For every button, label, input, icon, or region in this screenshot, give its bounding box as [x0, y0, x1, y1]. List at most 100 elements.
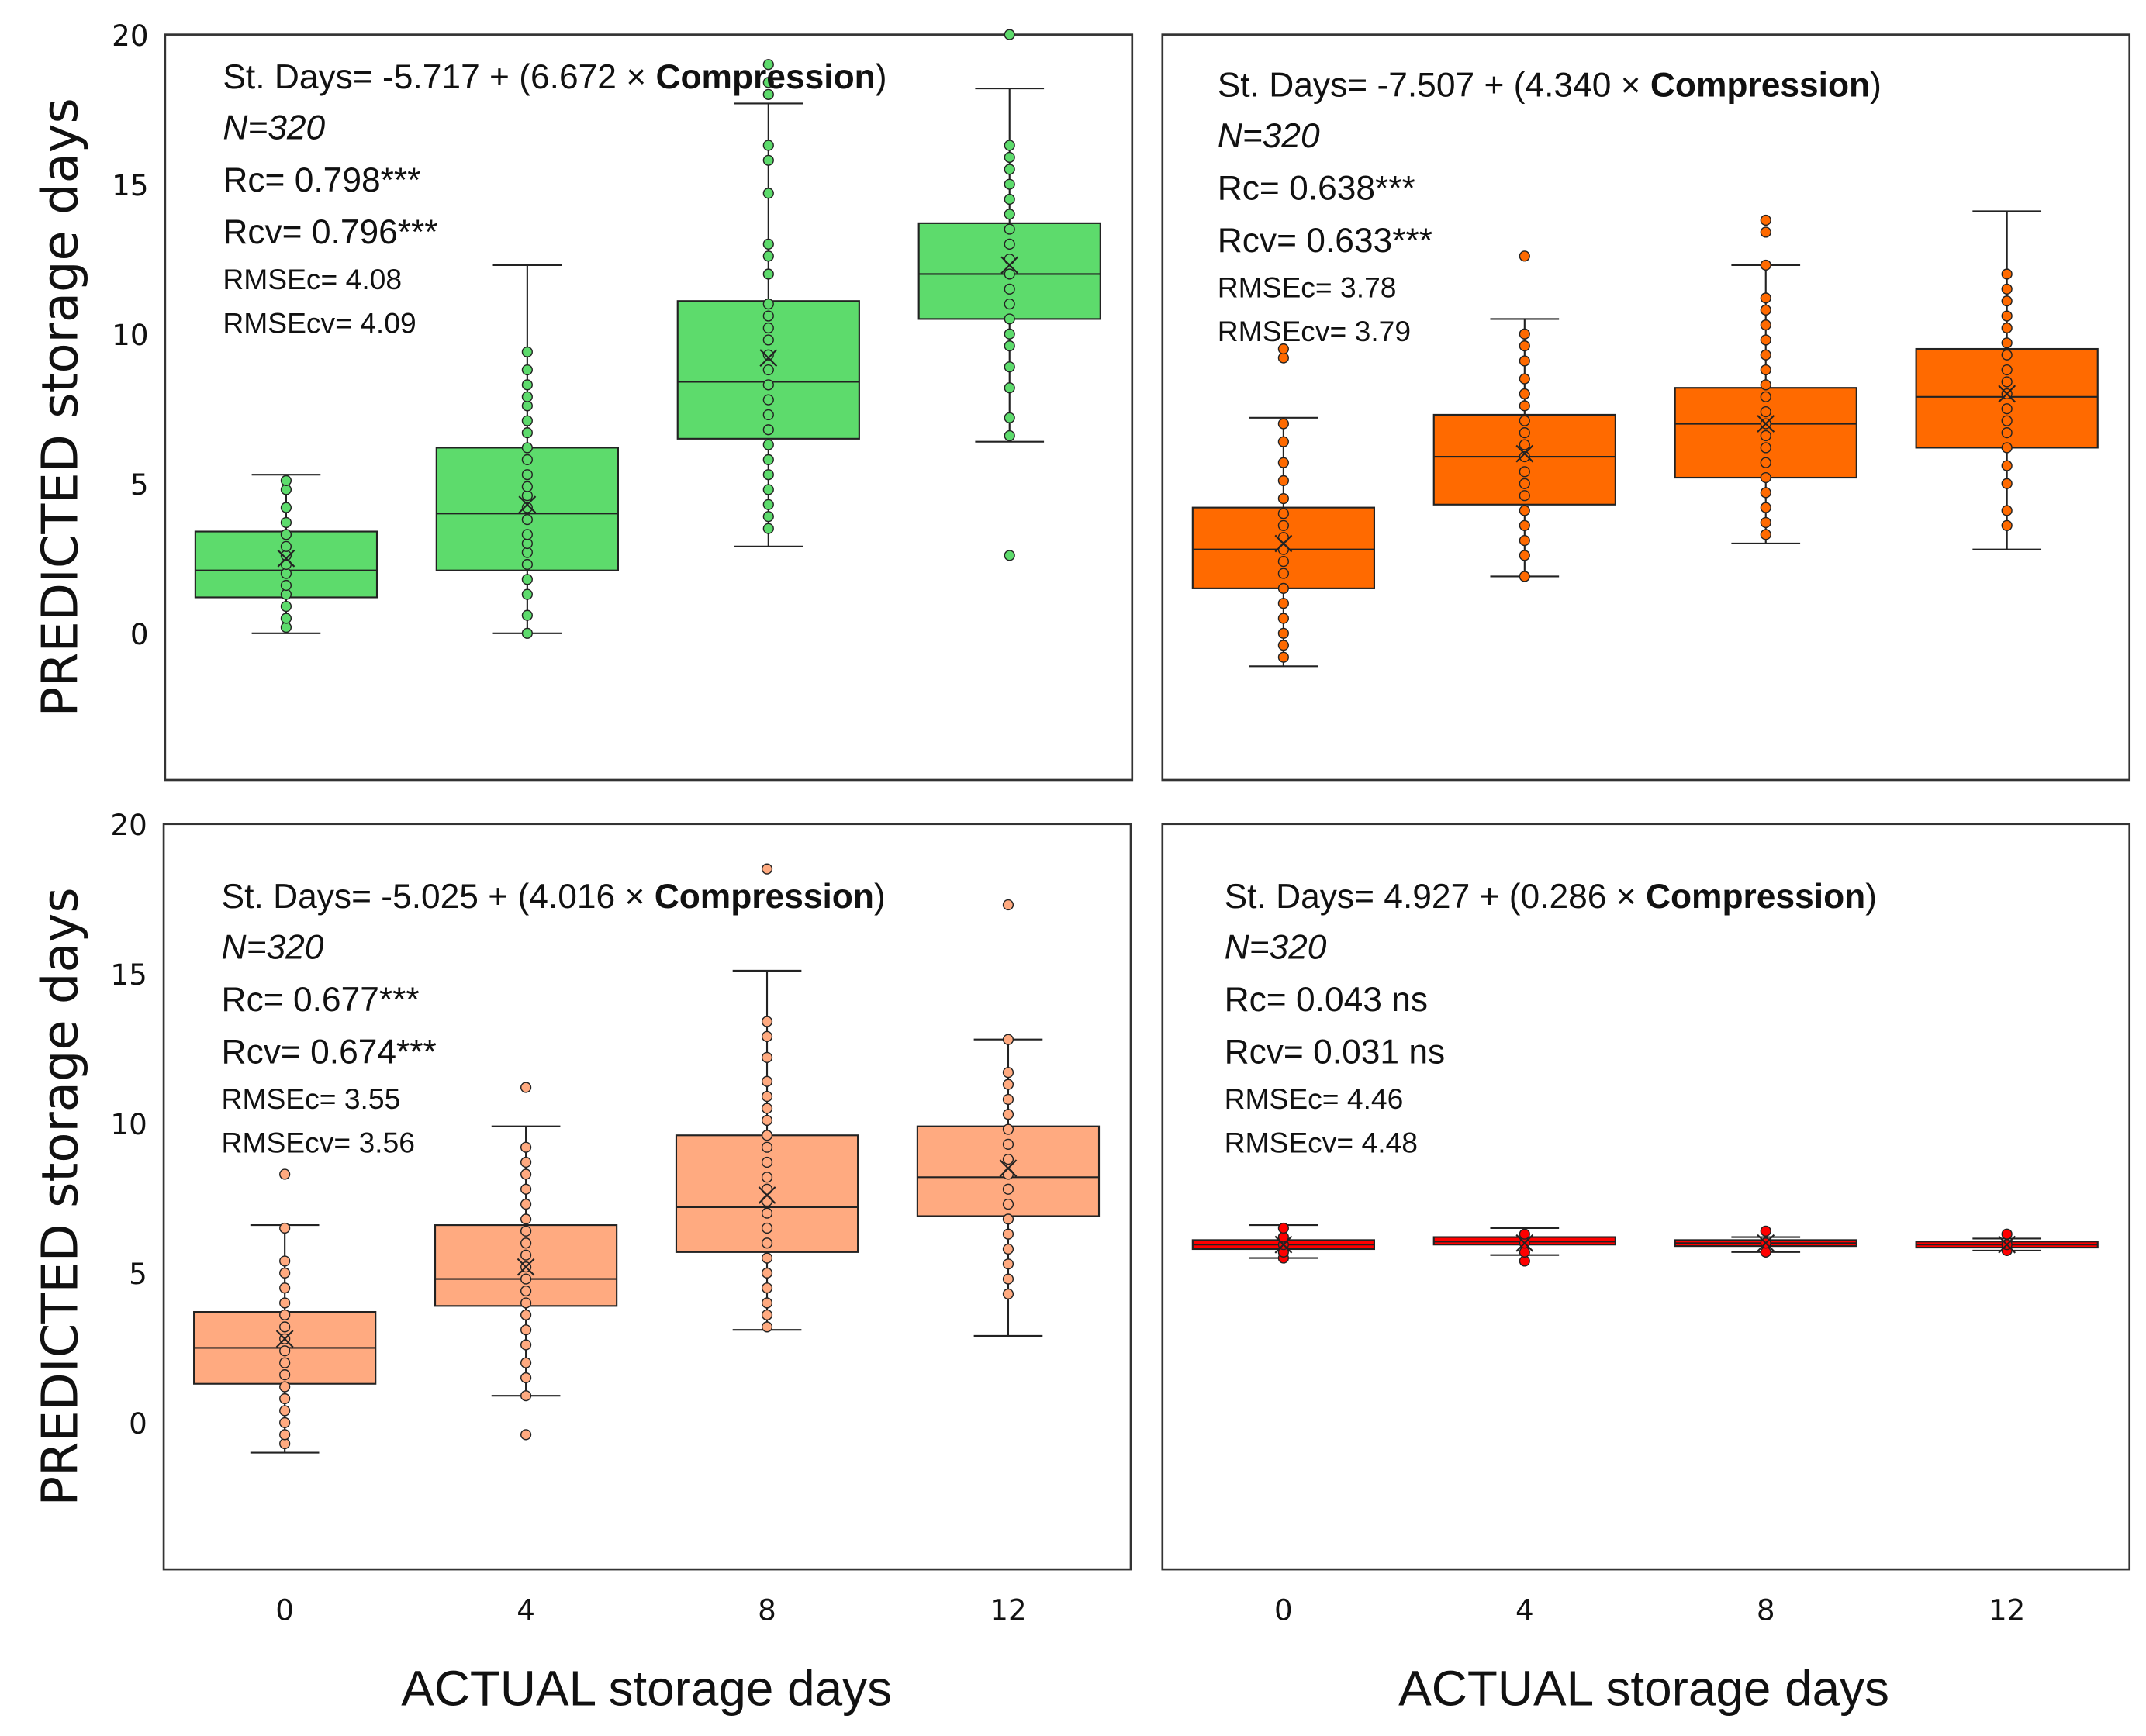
data-point: [1277, 1222, 1289, 1234]
data-point: [762, 310, 774, 322]
y-tick-label: 5: [130, 468, 149, 502]
data-point: [1002, 1258, 1014, 1270]
data-point: [520, 1297, 532, 1309]
data-point: [1519, 535, 1530, 547]
box-0: [1191, 1222, 1376, 1264]
equation-suffix: ): [874, 878, 886, 916]
data-point: [761, 1252, 773, 1264]
data-point: [1760, 529, 1771, 540]
data-point: [1519, 1246, 1530, 1258]
data-point: [521, 469, 533, 481]
box-4: [1432, 250, 1616, 582]
data-point: [762, 322, 774, 334]
data-point: [280, 613, 292, 624]
data-point: [762, 394, 774, 406]
box-0: [194, 474, 378, 634]
data-point: [1004, 313, 1015, 325]
y-tick-label: 0: [130, 617, 149, 651]
data-point: [762, 424, 774, 436]
data-point: [1760, 391, 1771, 402]
data-point: [1277, 508, 1289, 519]
data-point: [280, 568, 292, 579]
data-point: [1519, 505, 1530, 516]
data-point: [1277, 556, 1289, 568]
data-point: [520, 1429, 532, 1441]
data-point: [1277, 492, 1289, 505]
data-point: [762, 77, 774, 88]
data-point: [279, 1357, 291, 1368]
data-point: [520, 1183, 532, 1195]
mean-marker: [1998, 385, 2016, 403]
data-point: [761, 1114, 773, 1127]
data-point: [1004, 340, 1015, 352]
data-point: [1519, 550, 1530, 561]
data-point: [1002, 1079, 1014, 1090]
data-point: [762, 439, 774, 450]
data-point: [1277, 613, 1289, 624]
data-point: [521, 454, 533, 465]
data-point: [520, 1225, 532, 1237]
data-point: [521, 427, 533, 439]
data-point: [521, 379, 533, 391]
data-point: [521, 391, 533, 402]
box-8: [1674, 214, 1857, 545]
data-point: [1002, 1034, 1014, 1045]
data-point: [1002, 1093, 1014, 1106]
data-point: [1519, 439, 1530, 450]
plot-frame: [164, 33, 1134, 782]
panel-bottom-left: 0 5 10 15 20 0 4 8 12 St. Days= -5.025 + (4.016 ×…: [110, 808, 1132, 1627]
mean-marker: [1000, 256, 1019, 274]
data-point: [1760, 304, 1771, 316]
data-point: [521, 400, 533, 412]
box-0: [193, 1168, 377, 1454]
data-point: [1277, 651, 1289, 663]
data-point: [1002, 899, 1014, 911]
data-point: [1519, 400, 1530, 412]
mean-marker: [759, 349, 778, 367]
x-tick-label: 8: [1757, 1593, 1775, 1627]
data-point: [761, 863, 773, 875]
y-tick-label: 15: [112, 168, 148, 202]
data-point: [1004, 223, 1015, 235]
data-point: [1760, 471, 1771, 484]
data-point: [762, 250, 774, 262]
data-point: [520, 1285, 532, 1297]
data-point: [520, 1141, 532, 1153]
data-point: [1277, 436, 1289, 447]
mean-marker: [1757, 415, 1775, 433]
data-point: [761, 1130, 773, 1141]
data-point: [280, 540, 292, 552]
data-point: [1760, 364, 1771, 376]
data-point: [1277, 627, 1289, 639]
data-point: [1002, 1198, 1014, 1210]
data-point: [2001, 376, 2013, 388]
equation-suffix: ): [876, 58, 887, 96]
data-point: [521, 346, 533, 357]
data-point: [2001, 268, 2013, 280]
data-point: [1004, 178, 1015, 190]
rmsecv-value: RMSEcv= 4.09: [223, 307, 416, 340]
data-point: [1002, 1243, 1014, 1255]
data-point: [2001, 283, 2013, 295]
data-point: [762, 511, 774, 523]
regression-equation: St. Days= -5.717 + (6.672 × Compression): [223, 58, 886, 96]
data-point: [1004, 361, 1015, 373]
data-point: [2001, 337, 2013, 349]
data-point: [1002, 1109, 1014, 1120]
mean-marker: [1515, 1234, 1534, 1252]
data-point: [521, 547, 533, 558]
data-point: [761, 1321, 773, 1333]
data-point: [762, 154, 774, 166]
data-point: [1760, 1225, 1771, 1237]
data-point: [761, 1172, 773, 1183]
data-point: [1760, 430, 1771, 442]
data-point: [520, 1082, 532, 1093]
data-point: [1519, 415, 1530, 426]
equation-prefix: St. Days= 4.927 + (0.286 ×: [1225, 878, 1646, 916]
data-point: [521, 364, 533, 376]
data-point: [521, 490, 533, 502]
data-point: [1519, 388, 1530, 400]
data-point: [1277, 343, 1289, 355]
equation-prefix: St. Days= -7.507 + (4.340 ×: [1218, 66, 1650, 104]
